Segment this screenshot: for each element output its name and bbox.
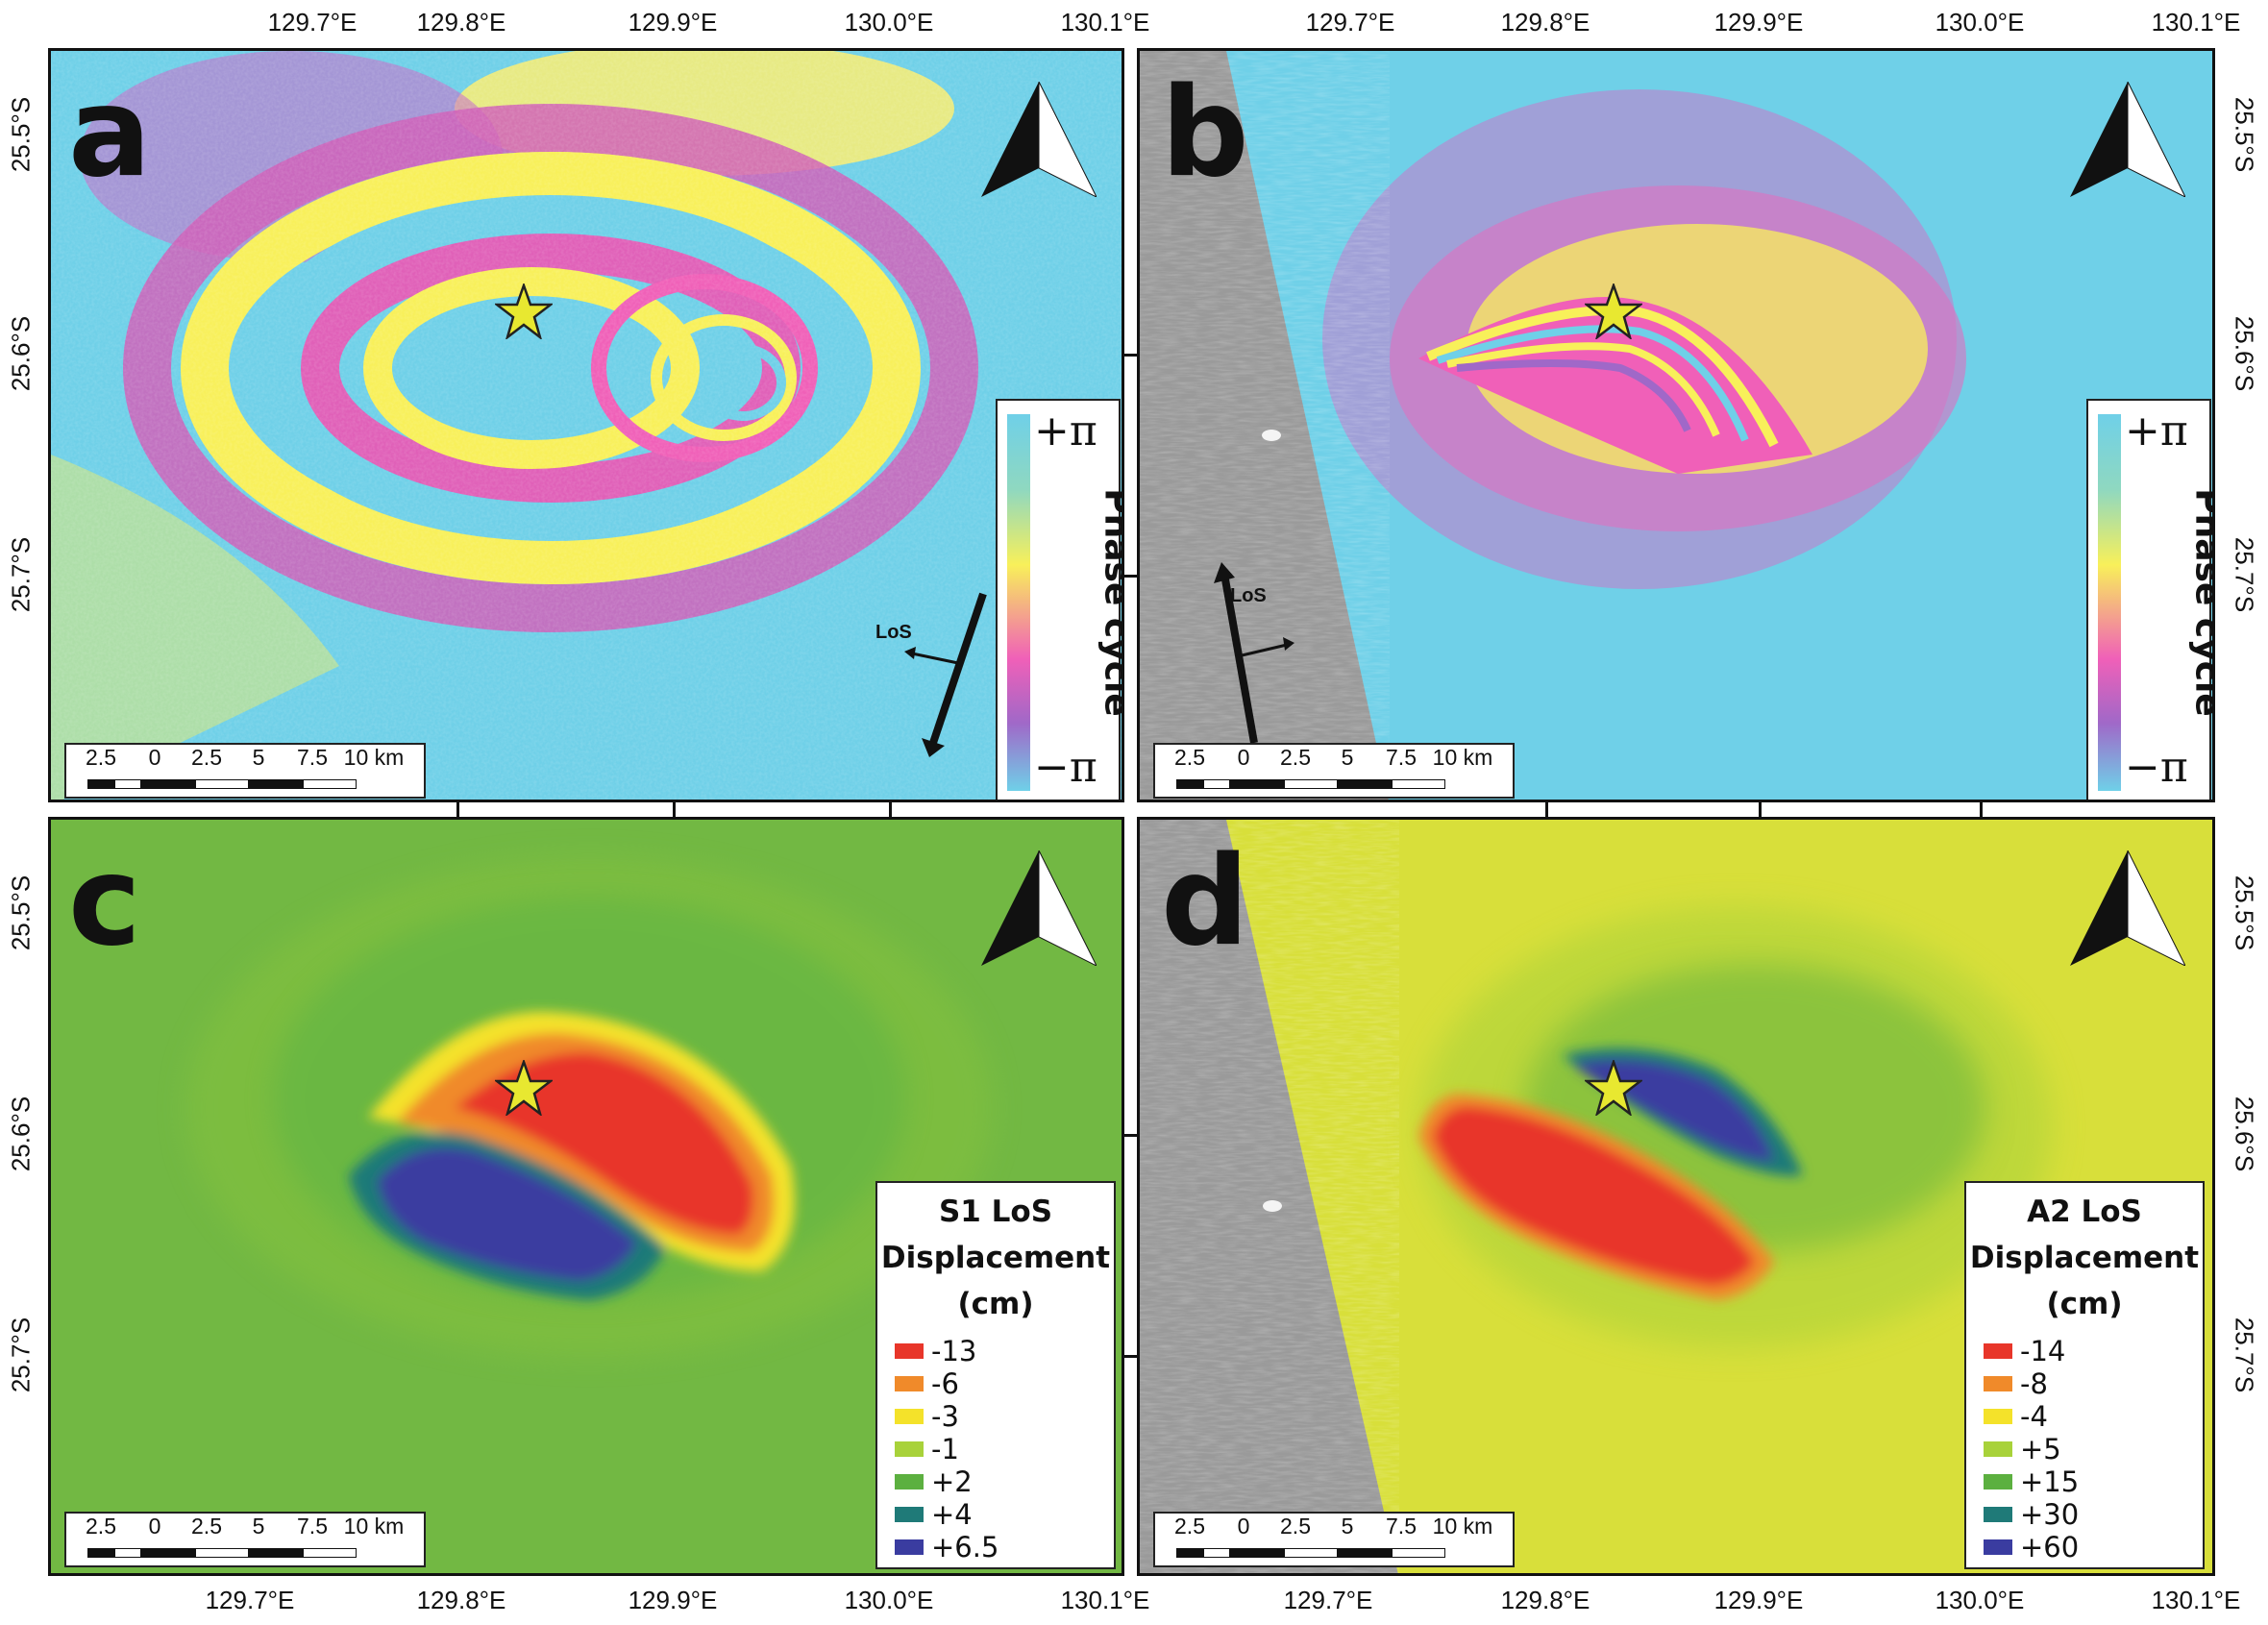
panel-letter: c [68, 830, 141, 973]
lon-tick-label: 129.9°E [628, 1586, 718, 1614]
legend-item: +4 [895, 1498, 1114, 1531]
tick-mark [1980, 802, 1983, 817]
lat-tick-label: 25.6°S [2230, 315, 2259, 392]
phase-colorbar-gradient [1007, 414, 1030, 791]
panel-letter: d [1161, 830, 1249, 973]
phase-colorbar: +π −π Phase cycle [996, 399, 1122, 800]
lon-tick-label: 129.7°E [1305, 8, 1395, 37]
scale-bar: 2.5 0 2.5 5 7.5 10 km [64, 1512, 426, 1567]
lat-tick-label: 25.7°S [2230, 536, 2259, 613]
lon-tick-label: 130.0°E [1935, 1586, 2025, 1614]
north-arrow-icon [981, 82, 1097, 197]
tick-mark [1124, 1355, 1137, 1358]
scale-bar: 2.5 0 2.5 5 7.5 10 km [1153, 743, 1515, 799]
lat-tick-label: 25.5°S [2230, 96, 2259, 173]
lat-tick-label: 25.6°S [6, 315, 36, 392]
lon-tick-label: 129.8°E [1500, 8, 1590, 37]
los-label: LoS [1230, 585, 1267, 606]
panel-letter: a [68, 62, 152, 205]
epicenter-star-icon [495, 283, 553, 339]
phase-colorbar-title: Phase cycle [1097, 488, 1124, 717]
lon-tick-label: 130.0°E [1935, 8, 2025, 37]
lon-tick-label: 130.1°E [1060, 8, 1150, 37]
displacement-legend-a2: A2 LoS Displacement (cm) -14 -8 -4 +5 +1… [1964, 1181, 2205, 1569]
phase-colorbar-gradient [2098, 414, 2121, 791]
epicenter-star-icon [1585, 1060, 1642, 1116]
los-arrows-icon [904, 592, 987, 757]
epicenter-star-icon [495, 1060, 553, 1116]
legend-items: -13 -6 -3 -1 +2 +4 +6.5 [895, 1335, 1114, 1563]
lon-tick-label: 130.1°E [2151, 8, 2241, 37]
lon-tick-label: 130.0°E [844, 1586, 934, 1614]
lon-tick-label: 129.9°E [1713, 8, 1804, 37]
lon-tick-label: 129.7°E [205, 1586, 295, 1614]
lon-tick-label: 129.8°E [416, 1586, 506, 1614]
lat-tick-label: 25.7°S [2230, 1317, 2259, 1393]
lon-tick-label: 129.9°E [628, 8, 718, 37]
legend-item: +15 [1984, 1465, 2203, 1498]
panel-a-interferogram-s1: a LoS 2.5 0 2.5 5 7.5 10 km +π −π Phase … [48, 48, 1124, 802]
lon-tick-label: 129.8°E [416, 8, 506, 37]
legend-item: +5 [1984, 1433, 2203, 1465]
legend-item: -13 [895, 1335, 1114, 1367]
legend-item: +30 [1984, 1498, 2203, 1531]
lon-tick-label: 129.7°E [1283, 1586, 1373, 1614]
lat-tick-label: 25.6°S [2230, 1096, 2259, 1172]
lon-tick-label: 130.0°E [844, 8, 934, 37]
tick-mark [673, 802, 676, 817]
legend-item: -14 [1984, 1335, 2203, 1367]
epicenter-star-icon [1585, 283, 1642, 339]
tick-mark [1759, 802, 1762, 817]
tick-mark [1124, 1134, 1137, 1137]
lon-tick-label: 129.7°E [267, 8, 357, 37]
panel-b-phase-map [1140, 51, 2212, 800]
tick-mark [1124, 575, 1137, 578]
legend-item: -6 [895, 1367, 1114, 1400]
legend-title: A2 LoS Displacement (cm) [1969, 1194, 2200, 1321]
lon-tick-label: 129.9°E [1713, 1586, 1804, 1614]
legend-title: S1 LoS Displacement (cm) [880, 1194, 1111, 1321]
lon-tick-label: 130.1°E [2151, 1586, 2241, 1614]
lat-tick-label: 25.5°S [2230, 874, 2259, 951]
phase-colorbar-max: +π [2125, 406, 2188, 455]
lat-tick-label: 25.5°S [6, 874, 36, 951]
lat-tick-label: 25.7°S [6, 536, 36, 613]
panel-letter: b [1161, 62, 1249, 205]
tick-mark [1545, 802, 1548, 817]
north-arrow-icon [981, 850, 1097, 966]
north-arrow-icon [2070, 850, 2185, 966]
panel-a-phase-map [51, 51, 1122, 800]
legend-item: +2 [895, 1465, 1114, 1498]
phase-colorbar-min: −π [1034, 743, 1097, 792]
phase-colorbar-min: −π [2125, 743, 2188, 792]
tick-mark [1124, 354, 1137, 357]
legend-item: +6.5 [895, 1531, 1114, 1563]
panel-d-displacement-a2: d 2.5 0 2.5 5 7.5 10 km A2 LoS Displacem… [1137, 817, 2215, 1576]
phase-colorbar: +π −π Phase cycle [2086, 399, 2212, 800]
panel-c-displacement-s1: c 2.5 0 2.5 5 7.5 10 km S1 LoS Displacem… [48, 817, 1124, 1576]
scale-bar: 2.5 0 2.5 5 7.5 10 km [1153, 1512, 1515, 1567]
legend-item: -4 [1984, 1400, 2203, 1433]
tick-mark [889, 802, 892, 817]
lat-tick-label: 25.5°S [6, 96, 36, 173]
legend-item: -3 [895, 1400, 1114, 1433]
lon-tick-label: 129.8°E [1500, 1586, 1590, 1614]
lat-tick-label: 25.7°S [6, 1317, 36, 1393]
north-arrow-icon [2070, 82, 2185, 197]
tick-mark [456, 802, 459, 817]
panel-b-interferogram-a2: b LoS 2.5 0 2.5 5 7.5 10 km +π −π Phase … [1137, 48, 2215, 802]
legend-items: -14 -8 -4 +5 +15 +30 +60 [1984, 1335, 2203, 1563]
scale-bar: 2.5 0 2.5 5 7.5 10 km [64, 743, 426, 799]
legend-item: -1 [895, 1433, 1114, 1465]
lon-tick-label: 130.1°E [1060, 1586, 1150, 1614]
legend-item: +60 [1984, 1531, 2203, 1563]
legend-item: -8 [1984, 1367, 2203, 1400]
lat-tick-label: 25.6°S [6, 1096, 36, 1172]
displacement-legend-s1: S1 LoS Displacement (cm) -13 -6 -3 -1 +2… [875, 1181, 1116, 1569]
panel-c-displacement-map [51, 820, 1122, 1573]
los-label: LoS [875, 622, 912, 643]
los-arrows-icon [1214, 562, 1294, 744]
phase-colorbar-max: +π [1034, 406, 1097, 455]
phase-colorbar-title: Phase cycle [2187, 488, 2215, 717]
